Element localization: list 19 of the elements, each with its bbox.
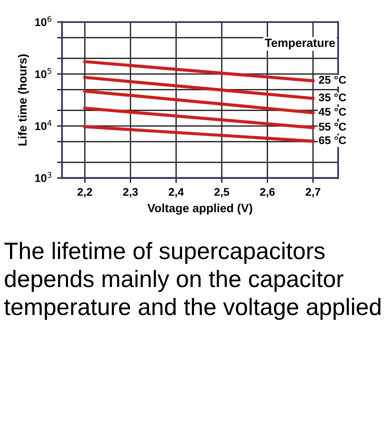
y-tick-label: 10$^{6}$ bbox=[35, 16, 52, 26]
y-tick-label: 10$^{4}$ bbox=[35, 120, 52, 130]
y-tick-label: 10$^{3}$ bbox=[35, 172, 52, 182]
x-tick-label: 2,6 bbox=[260, 188, 275, 198]
legend-title: Temperature bbox=[264, 38, 335, 50]
y-tick-label: 10$^{5}$ bbox=[35, 68, 52, 78]
y-axis-title: Life time (hours) bbox=[18, 54, 29, 146]
text: The lifetime of supercapacitors depends mainly on the capacitor temperature and the voltage applied bbox=[4, 242, 380, 320]
x-tick-label: 2,2 bbox=[77, 188, 92, 198]
x-tick-label: 2,7 bbox=[306, 188, 320, 198]
x-tick-label: 2,5 bbox=[214, 188, 230, 198]
series-label: 55 °C bbox=[318, 122, 346, 131]
series-label: 25 °C bbox=[318, 76, 346, 84]
series-label: 45 °C bbox=[318, 108, 346, 116]
x-tick-label: 2,3 bbox=[123, 188, 138, 198]
x-tick-label: 2,4 bbox=[168, 188, 184, 198]
series-label: 65 °C bbox=[318, 136, 346, 144]
series-label: 35 °C bbox=[318, 93, 346, 102]
x-axis-title: Voltage applied (V) bbox=[147, 204, 252, 215]
